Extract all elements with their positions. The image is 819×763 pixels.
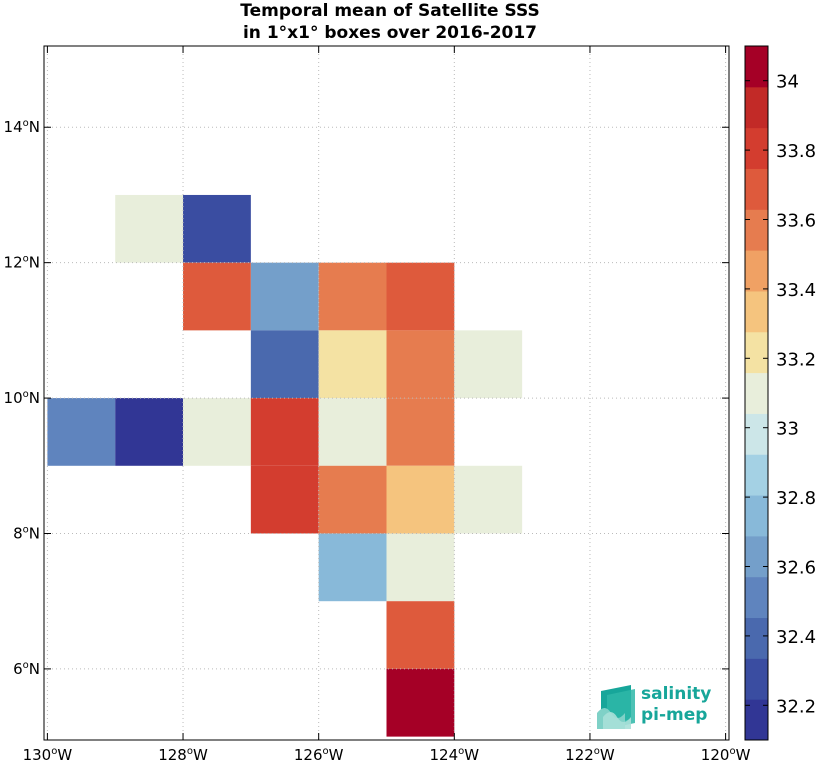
colorbar-segment — [745, 331, 768, 374]
y-tick-label: 8oN — [13, 524, 40, 542]
colorbar-segment — [745, 290, 768, 333]
colorbar-frame — [744, 45, 769, 741]
data-cell — [318, 533, 387, 602]
wave-logo-icon — [597, 685, 635, 729]
colorbar-tick-label: 33.2 — [776, 349, 816, 370]
colorbar-tick-label: 32.4 — [776, 627, 816, 648]
colorbar-segment — [745, 250, 768, 292]
data-cell — [250, 465, 319, 534]
colorbar-segment — [745, 699, 768, 741]
data-cell — [250, 330, 319, 399]
x-tick-label: 120oW — [701, 746, 751, 763]
colorbar-segment — [745, 454, 768, 496]
colorbar-segment — [745, 413, 768, 455]
y-tick-label: 6oN — [13, 660, 40, 678]
colorbar-segment — [745, 617, 768, 659]
data-cell — [183, 194, 251, 263]
y-tick-label: 14oN — [4, 118, 40, 136]
data-cell — [386, 533, 455, 602]
data-cell — [386, 398, 455, 466]
data-cell — [183, 398, 251, 466]
data-cell — [47, 398, 116, 466]
data-cell — [386, 262, 455, 331]
plot-frame — [43, 45, 730, 741]
data-cell — [115, 398, 184, 466]
colorbar-tick-label: 32.6 — [776, 558, 816, 579]
colorbar-tick-label: 33.4 — [776, 280, 816, 301]
data-cell — [115, 194, 184, 263]
colorbar-tick-label: 32.8 — [776, 488, 816, 509]
data-cell — [386, 465, 455, 534]
colorbar-segment — [745, 209, 768, 251]
x-tick-label: 130oW — [23, 746, 73, 763]
colorbar-tick-label: 34 — [776, 72, 799, 93]
y-tick-label: 10oN — [4, 389, 40, 407]
x-tick-label: 124oW — [430, 746, 480, 763]
data-cell — [454, 465, 523, 534]
data-cell — [250, 262, 319, 331]
colorbar-segment — [745, 658, 768, 700]
x-tick-label: 126oW — [294, 746, 344, 763]
colorbar-tick-label: 33 — [776, 419, 799, 440]
colorbar-segment — [745, 86, 768, 129]
data-cell — [454, 330, 523, 399]
data-cell — [386, 668, 455, 737]
chart-title-line-1: Temporal mean of Satellite SSS — [240, 1, 540, 21]
y-tick-label: 12oN — [4, 254, 40, 272]
data-cell — [318, 262, 387, 331]
chart-title: Temporal mean of Satellite SSS in 1°x1° … — [0, 0, 780, 44]
logo-text-line-2: pi-mep — [641, 705, 708, 725]
colorbar-tick-label: 32.2 — [776, 696, 816, 717]
colorbar-segment — [745, 372, 768, 414]
x-tick-label: 122oW — [565, 746, 615, 763]
data-cell — [386, 601, 455, 669]
colorbar-segment — [745, 46, 768, 88]
logo-text-line-1: salinity — [641, 684, 712, 704]
colorbar-segment — [745, 535, 768, 578]
chart-title-line-2: in 1°x1° boxes over 2016-2017 — [242, 23, 538, 43]
data-cell — [386, 330, 455, 399]
data-cell — [250, 398, 319, 466]
colorbar-segment — [745, 495, 768, 537]
data-cell — [318, 465, 387, 534]
data-cell — [318, 330, 387, 399]
colorbar-segment — [745, 576, 768, 619]
data-cell — [183, 262, 251, 331]
data-cell — [318, 398, 387, 466]
salinity-pi-mep-logo: salinity pi-mep — [597, 683, 727, 733]
colorbar-tick-label: 33.6 — [776, 211, 816, 232]
colorbar-segment — [745, 127, 768, 169]
colorbar-segment — [745, 168, 768, 210]
colorbar-tick-label: 33.8 — [776, 141, 816, 162]
x-tick-label: 128oW — [158, 746, 208, 763]
